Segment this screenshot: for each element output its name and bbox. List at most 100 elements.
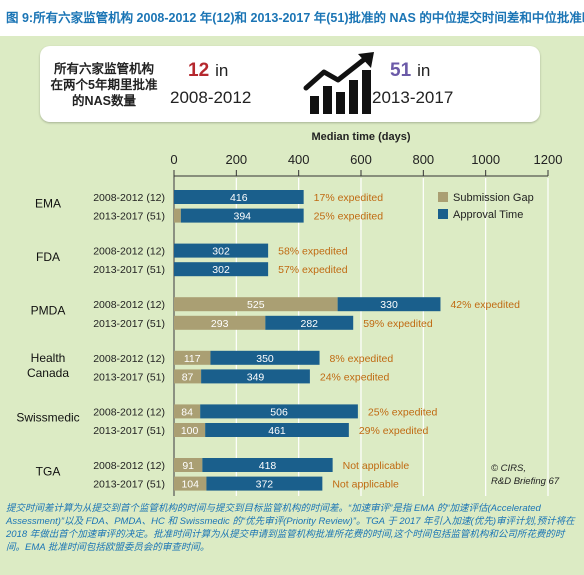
bar-value-submission-gap: 293 [211,318,229,330]
bar-submission-gap [174,350,211,365]
row-label: 2013-2017 (51) [93,425,165,437]
figure-title: 图 9:所有六家监管机构 2008-2012 年(12)和 2013-2017 … [0,0,584,36]
x-axis-title: Median time (days) [311,131,410,143]
row-label: 2013-2017 (51) [93,211,165,223]
agency-label: TGA [36,464,61,478]
bar-approval-time [265,315,354,330]
count-2008-2012: 12 in [188,60,228,82]
expedited-note: 29% expedited [359,425,429,437]
bar-submission-gap [174,458,203,472]
bar-submission-gap [174,423,206,437]
bar-value-submission-gap: 525 [247,299,265,311]
expedited-note: 8% expedited [330,353,394,365]
legend-swatch [438,209,448,219]
x-tick-label: 400 [288,152,310,167]
bar-approval-time [210,350,320,365]
bar-approval-time [180,208,304,223]
bar-submission-gap [174,297,338,312]
bar-value-submission-gap: 104 [181,479,199,491]
expedited-note: 42% expedited [450,299,520,311]
bar-approval-time [174,190,304,204]
bar-submission-gap [174,369,202,384]
expedited-note: 59% expedited [363,318,433,330]
expedited-note: 25% expedited [314,211,384,223]
count-value: 51 [390,60,412,81]
bar-value-approval-time: 302 [212,246,230,258]
expedited-note: 58% expedited [278,246,348,258]
period-2013-2017: 2013-2017 [372,88,454,107]
agency-label: PMDA [31,304,66,318]
row-label: 2008-2012 (12) [93,460,165,472]
bar-approval-time [206,476,323,491]
row-label: 2013-2017 (51) [93,264,165,276]
count-unit: in [417,61,431,80]
source-credit: R&D Briefing 67 [491,476,560,487]
row-label: 2013-2017 (51) [93,371,165,383]
x-tick-label: 0 [170,152,177,167]
expedited-note: 24% expedited [320,371,390,383]
bar-submission-gap [174,208,181,223]
stacked-bar-chart: Median time (days) 0 200 400 600 800 1000 1200 E… [16,131,563,496]
bar-approval-time [337,297,441,312]
expedited-note: Not applicable [343,460,410,472]
bar-value-submission-gap: 117 [184,353,201,365]
row-label: 2008-2012 (12) [93,192,165,204]
legend-label: Approval Time [453,209,523,221]
bar-value-approval-time: 350 [256,353,274,365]
bar-value-approval-time: 372 [256,479,274,491]
summary-panel: 所有六家监管机构在两个5年期里批准的NAS数量 12 in 2008-2012 5… [40,46,540,122]
x-tick-label: 200 [225,152,247,167]
row-label: 2008-2012 (12) [93,406,165,418]
row-label: 2013-2017 (51) [93,479,165,491]
bar-approval-time [174,262,269,277]
bar-value-approval-time: 282 [300,318,318,330]
bar-submission-gap [174,404,201,419]
bar-value-approval-time: 416 [230,192,248,204]
expedited-note: 57% expedited [278,264,348,276]
bar-value-submission-gap: 91 [182,460,194,472]
expedited-note: 25% expedited [368,406,438,418]
source-credit: © CIRS, [491,463,526,474]
summary-description: 所有六家监管机构在两个5年期里批准的NAS数量 [50,62,158,108]
x-tick-label: 1000 [471,152,500,167]
bar-value-approval-time: 394 [233,211,251,223]
x-tick-label: 800 [412,152,434,167]
bar-value-approval-time: 330 [380,299,398,311]
bar-submission-gap [174,476,207,491]
count-value: 12 [188,60,210,81]
bar-approval-time [205,423,349,437]
bar-approval-time [174,243,269,258]
bar-value-approval-time: 349 [247,371,265,383]
x-tick-label: 600 [350,152,372,167]
row-label: 2008-2012 (12) [93,299,165,311]
agency-label: Swissmedic [16,411,79,425]
expedited-note: 17% expedited [314,192,384,204]
count-2013-2017: 51 in [390,60,430,82]
bar-value-approval-time: 418 [259,460,277,472]
bar-approval-time [201,369,310,384]
count-unit: in [215,61,229,80]
bar-approval-time [202,458,333,472]
bar-value-submission-gap: 87 [182,371,194,383]
row-label: 2008-2012 (12) [93,246,165,258]
footnote: 提交时间差计算为从提交到首个监管机构的时间与提交到目标监管机构的时间差。“加速审… [6,503,575,553]
row-label: 2008-2012 (12) [93,353,165,365]
bar-value-approval-time: 506 [270,406,288,418]
legend-label: Submission Gap [453,192,534,204]
bar-value-submission-gap: 100 [181,425,199,437]
legend-swatch [438,192,448,202]
expedited-note: Not applicable [332,479,399,491]
bar-value-submission-gap: 84 [181,406,193,418]
bar-approval-time [200,404,358,419]
bar-value-approval-time: 461 [268,425,286,437]
bar-submission-gap [174,315,266,330]
agency-label: EMA [35,196,61,210]
growth-bar-chart-icon [303,52,374,114]
row-label: 2013-2017 (51) [93,318,165,330]
bar-value-approval-time: 302 [212,264,230,276]
agency-label: FDA [36,250,60,264]
x-tick-label: 1200 [534,152,563,167]
agency-label: Health Canada [27,351,69,380]
period-2008-2012: 2008-2012 [170,88,252,107]
